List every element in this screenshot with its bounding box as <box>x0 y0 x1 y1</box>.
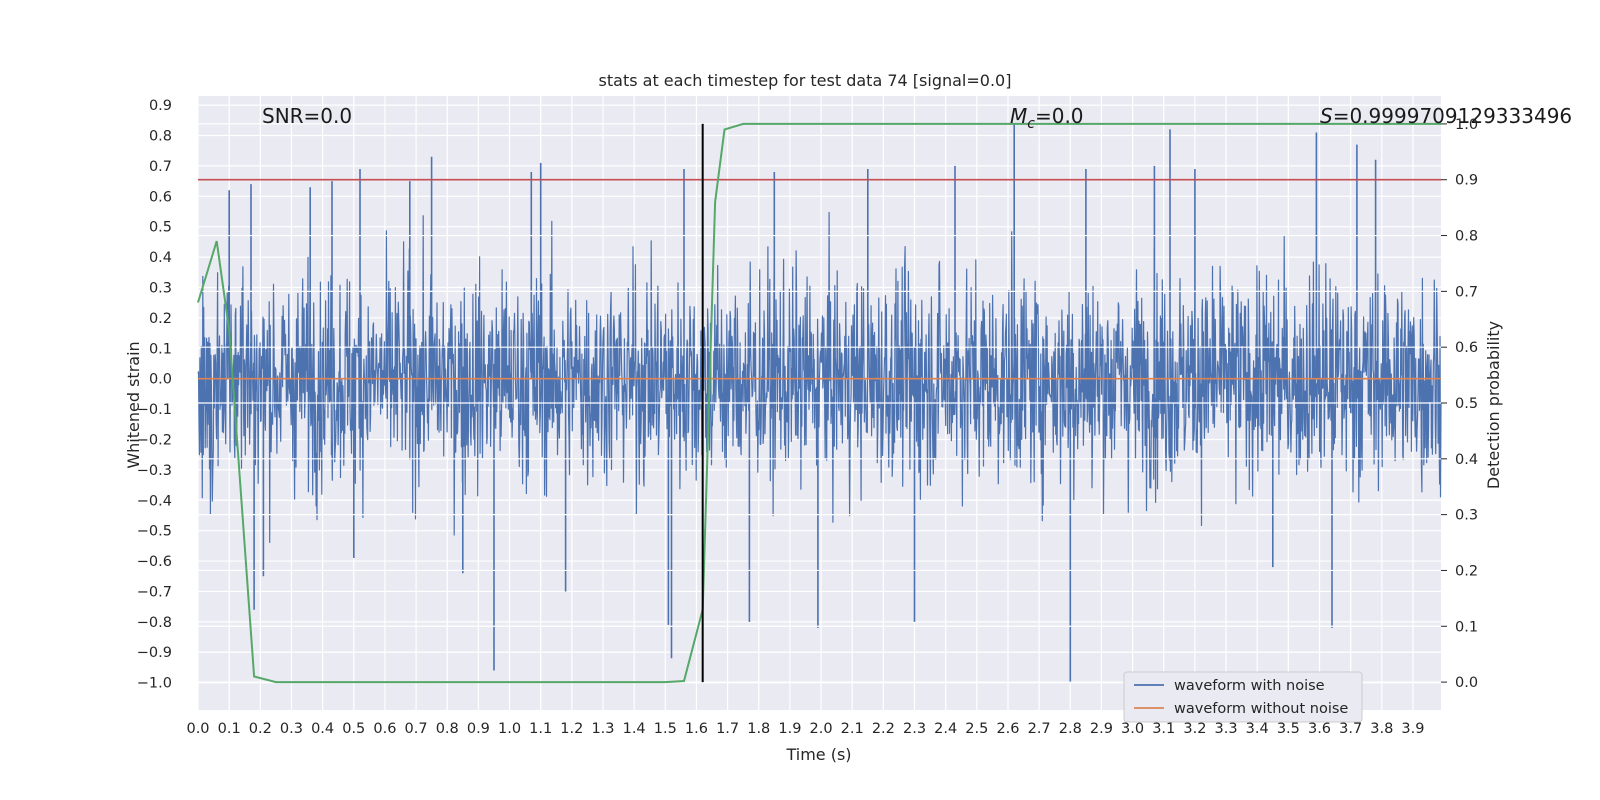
annotation-snr: SNR=0.0 <box>262 104 352 128</box>
x-tick-label: 3.3 <box>1215 721 1238 737</box>
right-y-tick-label: 0.7 <box>1455 284 1478 300</box>
x-tick-label: 2.8 <box>1059 721 1082 737</box>
y-tick-label: 0.3 <box>149 280 172 296</box>
x-tick-label: 0.9 <box>467 721 490 737</box>
y-tick-label: 0.5 <box>149 220 172 236</box>
y-tick-label: −0.3 <box>137 463 172 479</box>
x-tick-label: 1.2 <box>560 721 583 737</box>
x-tick-label: 0.4 <box>311 721 334 737</box>
y-tick-label: −0.6 <box>137 554 172 570</box>
y-tick-labels: 0.9 0.8 0.7 0.6 0.5 0.4 0.3 0.2 0.1 0.0 −0.1 −0.2 −0… <box>137 98 172 692</box>
right-y-tick-label: 0.8 <box>1455 229 1478 245</box>
y-tick-label: 0.6 <box>149 189 172 205</box>
x-tick-label: 1.5 <box>654 721 677 737</box>
y-tick-label: 0.8 <box>149 129 172 145</box>
annotation-mc: Mc=0.0 <box>1010 104 1084 132</box>
x-tick-label: 2.7 <box>1028 721 1051 737</box>
right-y-tick-label: 1.0 <box>1455 117 1478 133</box>
right-y-axis-label: Detection probability <box>1484 321 1503 489</box>
annotation-s-symbol: S <box>1320 104 1333 128</box>
x-tick-label: 1.7 <box>716 721 739 737</box>
right-y-tick-label: 0.6 <box>1455 340 1478 356</box>
y-tick-label: 0.2 <box>149 311 172 327</box>
x-tick-label: 1.0 <box>498 721 521 737</box>
x-tick-label: 0.0 <box>186 721 209 737</box>
y-tick-label: −0.8 <box>137 615 172 631</box>
x-tick-label: 0.2 <box>249 721 272 737</box>
annotation-s: S=0.9999709129333496 <box>1320 104 1572 128</box>
y-gridlines <box>198 104 1441 684</box>
x-tick-label: 3.4 <box>1246 721 1269 737</box>
y-axis-label: Whitened strain <box>124 341 143 468</box>
x-tick-label: 1.6 <box>685 721 708 737</box>
y-tick-label: −0.5 <box>137 524 172 540</box>
y-tick-label: 0.9 <box>149 98 172 114</box>
chart-title: stats at each timestep for test data 74 … <box>599 71 1012 90</box>
x-tick-label: 0.8 <box>436 721 459 737</box>
right-y-tick-label: 0.9 <box>1455 173 1478 189</box>
right-y-tick-label: 0.3 <box>1455 508 1478 524</box>
y-tick-label: 0.1 <box>149 341 172 357</box>
x-tick-label: 1.8 <box>747 721 770 737</box>
x-tick-label: 1.1 <box>529 721 552 737</box>
legend-label-noise: waveform with noise <box>1174 678 1325 694</box>
x-tick-label: 3.1 <box>1152 721 1175 737</box>
y-tick-label: 0.7 <box>149 159 172 175</box>
x-tick-label: 3.0 <box>1121 721 1144 737</box>
annotation-s-value: =0.9999709129333496 <box>1333 104 1572 128</box>
x-tick-label: 3.8 <box>1370 721 1393 737</box>
y-tick-label: 0.4 <box>149 250 172 266</box>
x-tick-label: 1.9 <box>778 721 801 737</box>
x-tick-label: 3.6 <box>1308 721 1331 737</box>
right-y-tick-labels: 1.0 0.9 0.8 0.7 0.6 0.5 0.4 0.3 0.2 0.1 0.0 <box>1441 117 1478 691</box>
x-tick-label: 3.9 <box>1401 721 1424 737</box>
y-tick-label: −0.9 <box>137 645 172 661</box>
y-tick-label: −0.2 <box>137 432 172 448</box>
x-tick-label: 3.7 <box>1339 721 1362 737</box>
annotation-mc-symbol: M <box>1010 104 1027 128</box>
x-tick-label: 2.1 <box>841 721 864 737</box>
x-tick-label: 2.3 <box>903 721 926 737</box>
y-tick-label: −0.1 <box>137 402 172 418</box>
x-tick-label: 2.4 <box>934 721 957 737</box>
x-tick-labels: 0.0 0.1 0.2 0.3 0.4 0.5 0.6 0.7 0.8 0.9 1.0 1.1 1.2 1… <box>186 721 1424 737</box>
x-tick-label: 0.3 <box>280 721 303 737</box>
right-y-tick-label: 0.5 <box>1455 396 1478 412</box>
right-y-tick-label: 0.2 <box>1455 563 1478 579</box>
legend-box <box>1123 671 1363 723</box>
legend: waveform with noise waveform without noi… <box>1123 671 1363 723</box>
x-tick-label: 3.2 <box>1183 721 1206 737</box>
x-tick-label: 0.7 <box>405 721 428 737</box>
x-tick-label: 1.4 <box>623 721 646 737</box>
x-axis-label: Time (s) <box>785 745 851 764</box>
noise-peaks <box>228 123 1377 683</box>
y-tick-label: −0.7 <box>137 584 172 600</box>
y-tick-label: −0.4 <box>137 493 172 509</box>
y-tick-label: −1.0 <box>137 676 172 692</box>
annotation-mc-sub: c <box>1027 116 1035 132</box>
x-tick-label: 0.5 <box>342 721 365 737</box>
annotation-mc-value: =0.0 <box>1035 104 1084 128</box>
right-y-tick-label: 0.1 <box>1455 619 1478 635</box>
x-tick-label: 2.9 <box>1090 721 1113 737</box>
x-tick-label: 2.0 <box>810 721 833 737</box>
right-y-tick-label: 0.4 <box>1455 452 1478 468</box>
x-tick-label: 2.5 <box>965 721 988 737</box>
legend-label-clean: waveform without noise <box>1174 701 1348 717</box>
right-y-tick-label: 0.0 <box>1455 675 1478 691</box>
x-tick-label: 1.3 <box>591 721 614 737</box>
x-tick-label: 0.1 <box>218 721 241 737</box>
x-tick-label: 0.6 <box>373 721 396 737</box>
series-detection-probability <box>197 122 1441 684</box>
x-tick-label: 2.2 <box>872 721 895 737</box>
x-tick-label: 3.5 <box>1277 721 1300 737</box>
y-tick-label: 0.0 <box>149 372 172 388</box>
x-tick-label: 2.6 <box>996 721 1019 737</box>
